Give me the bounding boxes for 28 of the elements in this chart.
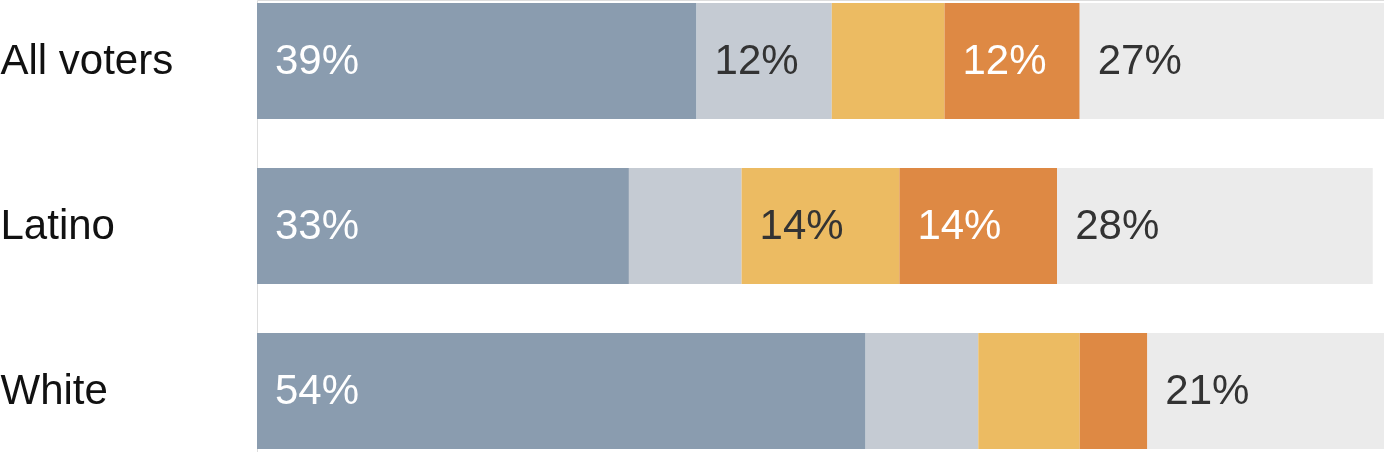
bar	[696, 3, 832, 120]
data-label: 14%	[759, 201, 844, 248]
bar	[741, 168, 900, 284]
data-label: 12%	[962, 36, 1047, 84]
bar	[257, 332, 866, 449]
bar	[1079, 332, 1148, 449]
data-label: 54%	[275, 365, 360, 413]
data-label: 33%	[275, 201, 360, 248]
data-label: 27%	[1097, 36, 1182, 84]
bar	[257, 3, 697, 120]
data-label: 14%	[917, 201, 1002, 248]
y-tick-label: All voters	[0, 36, 174, 84]
bar	[944, 3, 1080, 120]
bar	[628, 168, 742, 284]
bar	[1079, 3, 1384, 120]
data-label: 28%	[1075, 201, 1160, 248]
y-tick-label: Latino	[0, 201, 115, 248]
bar	[831, 3, 945, 120]
data-label: 12%	[714, 36, 799, 84]
data-label: 39%	[275, 36, 360, 84]
bar	[899, 168, 1058, 284]
bar	[257, 168, 629, 284]
bar	[865, 332, 979, 449]
data-label: 21%	[1165, 365, 1250, 413]
y-tick-label: White	[0, 365, 108, 413]
bar	[1147, 332, 1384, 449]
bar	[978, 332, 1080, 449]
bar	[1057, 168, 1373, 284]
